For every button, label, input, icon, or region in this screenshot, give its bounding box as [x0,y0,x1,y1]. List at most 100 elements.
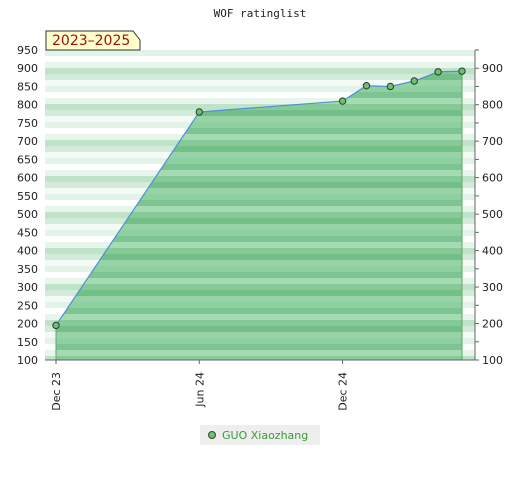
y-right-tick-label: 700 [482,135,503,148]
y-tick-label: 600 [17,172,38,185]
background-band [45,80,475,86]
area-band [56,164,462,170]
area-band [56,326,462,332]
legend: GUO Xiaozhang [200,425,320,445]
area-band [56,116,462,122]
y-tick-label: 500 [17,208,38,221]
area-band [56,242,462,248]
area-band [56,248,462,254]
area-band [56,134,462,140]
data-point [410,77,418,85]
y-tick-label: 850 [17,80,38,93]
area-band [56,230,462,236]
y-right-tick-label: 300 [482,281,503,294]
area-band [56,302,462,308]
area-band [56,188,462,194]
area-band [56,140,462,146]
y-right-tick-label: 500 [482,208,503,221]
period-label: 2023–2025 [52,33,130,49]
background-band [45,92,475,98]
y-right-tick-label: 200 [482,318,503,331]
area-band [56,170,462,176]
area-band [56,206,462,212]
y-right-tick-label: 900 [482,62,503,75]
area-band [56,110,462,116]
data-point [195,108,203,116]
area-band [56,356,462,360]
area-band [56,350,462,356]
background-band [45,50,475,56]
y-tick-label: 350 [17,263,38,276]
area-band [56,338,462,344]
area-band [56,122,462,128]
area-band [56,296,462,302]
data-point [434,68,442,76]
area-band [56,284,462,290]
area-band [56,260,462,266]
y-tick-label: 250 [17,299,38,312]
y-right-tick-label: 100 [482,354,503,367]
y-right-tick-label: 400 [482,245,503,258]
y-tick-label: 200 [17,318,38,331]
area-band [56,254,462,260]
data-point [52,321,60,330]
area-band [56,224,462,230]
background-band [45,86,475,92]
y-tick-label: 450 [17,226,38,239]
background-band [45,98,475,104]
y-tick-label: 400 [17,245,38,258]
area-band [56,278,462,284]
area-band [56,272,462,278]
area-band [56,158,462,164]
area-band [56,128,462,134]
y-tick-label: 650 [17,153,38,166]
background-band [45,68,475,74]
x-tick-label: Dec 23 [50,372,63,411]
area-band [56,200,462,206]
area-band [56,320,462,326]
period-badge: 2023–2025 [45,30,141,51]
axes: 100 150 200 250 300 350 400 450 500 550 600 650 700 7… [17,44,503,411]
y-tick-label: 100 [17,354,38,367]
y-tick-label: 800 [17,99,38,112]
data-point [386,82,395,91]
area-band [56,194,462,200]
area-band [56,176,462,182]
area-band [56,212,462,218]
y-tick-label: 750 [17,117,38,130]
area-band [56,182,462,188]
area-band [56,152,462,158]
y-tick-label: 300 [17,281,38,294]
area-band [56,308,462,314]
y-tick-label: 150 [17,336,38,349]
y-tick-label: 700 [17,135,38,148]
data-point [458,67,466,75]
background-band [45,62,475,68]
legend-label: GUO Xiaozhang [222,428,309,442]
background-band [45,74,475,80]
y-right-tick-label: 800 [482,99,503,112]
data-point [362,82,371,90]
data-point [338,97,347,105]
area-band [56,236,462,242]
area-band [56,218,462,224]
area-band [56,290,462,296]
y-tick-label: 950 [17,44,38,57]
chart-title: WOF ratinglist [214,7,307,20]
points-layer [52,67,466,330]
legend-marker [208,431,216,439]
y-tick-label: 900 [17,62,38,75]
area-band [56,314,462,320]
x-tick-label: Jun 24 [193,372,206,408]
y-right-tick-label: 600 [482,172,503,185]
background-band [45,56,475,62]
area-band [56,332,462,338]
series-line [55,70,463,326]
y-tick-label: 550 [17,190,38,203]
area-band [56,266,462,272]
area-band [56,344,462,350]
x-tick-label: Dec 24 [337,372,350,411]
area-band [56,146,462,152]
